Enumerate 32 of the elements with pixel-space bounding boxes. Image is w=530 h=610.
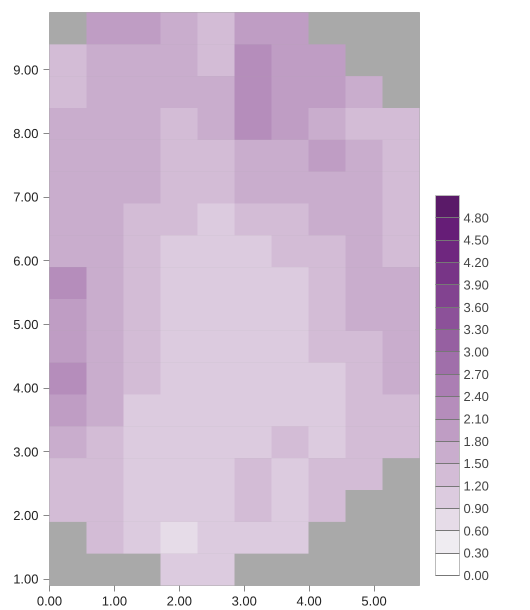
y-tick-label: 2.00: [13, 508, 39, 523]
x-tick-label: 5.00: [361, 594, 387, 608]
color-bar-label: 0.00: [464, 568, 489, 583]
y-tick-label: 3.00: [13, 444, 39, 460]
y-tick-label: 6.00: [13, 253, 39, 268]
color-bar-label: 3.30: [464, 322, 489, 338]
x-tick-label: 2.00: [166, 594, 192, 608]
color-bar-label: 0.60: [464, 523, 489, 538]
color-bar-label: 2.70: [464, 366, 489, 382]
x-tick-label: 3.00: [232, 594, 257, 608]
color-bar-label: 0.30: [464, 546, 489, 561]
y-tick-label: 8.00: [13, 126, 39, 141]
x-tick-label: 1.00: [102, 594, 128, 608]
color-bar-label: 4.20: [464, 255, 489, 270]
x-tick-label: 0.00: [36, 594, 62, 608]
color-bar-label: 1.20: [464, 478, 489, 494]
color-bar-label: 0.90: [464, 500, 489, 516]
color-bar-label: 4.50: [464, 232, 489, 248]
y-tick-label: 7.00: [13, 190, 39, 205]
color-bar-label: 3.90: [464, 277, 489, 292]
color-bar-label: 4.80: [464, 210, 489, 226]
y-tick-label: 4.00: [13, 380, 39, 396]
color-bar-label: 1.50: [464, 456, 489, 472]
color-bar-label: 2.10: [464, 412, 489, 427]
y-tick-label: 5.00: [13, 316, 39, 332]
color-bar-label: 2.40: [464, 389, 489, 404]
x-tick-label: 4.00: [296, 594, 322, 608]
y-tick-label: 1.00: [13, 572, 39, 587]
color-bar-label: 3.00: [464, 344, 489, 360]
y-tick-label: 9.00: [13, 62, 39, 78]
color-bar-label: 1.80: [464, 434, 489, 449]
color-bar-label: 3.60: [464, 300, 489, 315]
